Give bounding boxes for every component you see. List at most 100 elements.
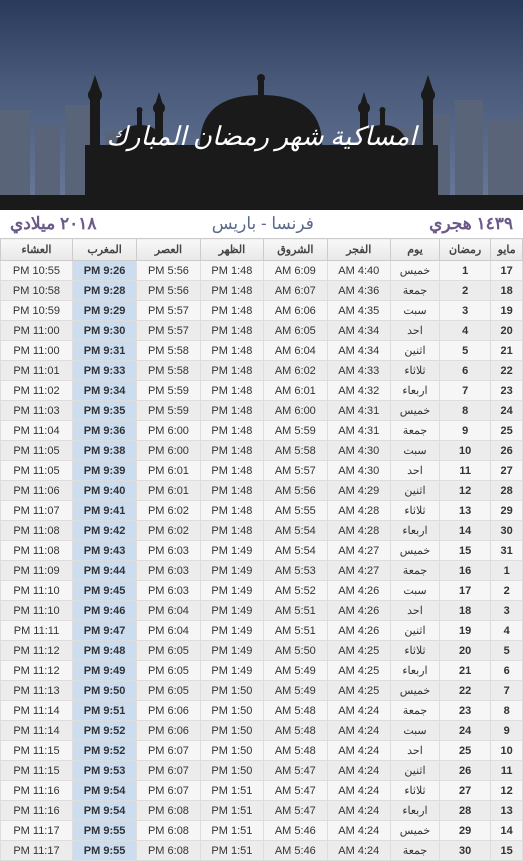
- table-cell: خميس: [390, 821, 439, 841]
- table-cell: 1:48 PM: [200, 481, 263, 501]
- table-cell: 5: [439, 341, 490, 361]
- table-row: 3115خميس4:27 AM5:54 AM1:49 PM6:03 PM9:43…: [1, 541, 523, 561]
- table-cell: 5:47 AM: [264, 801, 327, 821]
- table-cell: 1:48 PM: [200, 421, 263, 441]
- table-row: 259جمعة4:31 AM5:59 AM1:48 PM6:00 PM9:36 …: [1, 421, 523, 441]
- table-cell: 11:14 PM: [1, 701, 73, 721]
- table-cell: اربعاء: [390, 381, 439, 401]
- table-cell: 5:49 AM: [264, 681, 327, 701]
- table-cell: 6:03 PM: [137, 541, 200, 561]
- table-cell: 5:57 AM: [264, 461, 327, 481]
- table-cell: 5:48 AM: [264, 721, 327, 741]
- table-cell: 9:53 PM: [72, 761, 136, 781]
- table-cell: 29: [491, 501, 523, 521]
- table-cell: 11:06 PM: [1, 481, 73, 501]
- table-cell: 9:50 PM: [72, 681, 136, 701]
- table-cell: 29: [439, 821, 490, 841]
- table-cell: 6:08 PM: [137, 821, 200, 841]
- table-cell: 5:58 AM: [264, 441, 327, 461]
- table-cell: اثنين: [390, 621, 439, 641]
- gregorian-year: ٢٠١٨ ميلادي: [10, 214, 97, 234]
- table-cell: خميس: [390, 261, 439, 281]
- table-cell: 10:59 PM: [1, 301, 73, 321]
- table-cell: 5:57 PM: [137, 301, 200, 321]
- table-cell: 13: [491, 801, 523, 821]
- table-cell: 1:49 PM: [200, 561, 263, 581]
- table-cell: 27: [439, 781, 490, 801]
- table-cell: 11: [439, 461, 490, 481]
- table-row: 215اثنين4:34 AM6:04 AM1:48 PM5:58 PM9:31…: [1, 341, 523, 361]
- table-row: 226ثلاثاء4:33 AM6:02 AM1:48 PM5:58 PM9:3…: [1, 361, 523, 381]
- header: امساكية شهر رمضان المبارك: [0, 0, 523, 210]
- table-body: 171خميس4:40 AM6:09 AM1:48 PM5:56 PM9:26 …: [1, 261, 523, 861]
- table-row: 193سبت4:35 AM6:06 AM1:48 PM5:57 PM9:29 P…: [1, 301, 523, 321]
- table-row: 823جمعة4:24 AM5:48 AM1:50 PM6:06 PM9:51 …: [1, 701, 523, 721]
- table-cell: 5:59 PM: [137, 401, 200, 421]
- table-cell: 5:47 AM: [264, 781, 327, 801]
- table-cell: 4:24 AM: [327, 821, 390, 841]
- table-cell: 1:50 PM: [200, 681, 263, 701]
- table-cell: 7: [439, 381, 490, 401]
- col-header: مايو: [491, 239, 523, 261]
- table-cell: احد: [390, 461, 439, 481]
- table-cell: 1:49 PM: [200, 601, 263, 621]
- table-cell: 1:50 PM: [200, 741, 263, 761]
- table-cell: 9:49 PM: [72, 661, 136, 681]
- table-cell: 1:48 PM: [200, 521, 263, 541]
- table-row: 318احد4:26 AM5:51 AM1:49 PM6:04 PM9:46 P…: [1, 601, 523, 621]
- table-cell: 9: [491, 721, 523, 741]
- table-cell: 6:02 PM: [137, 501, 200, 521]
- table-cell: 9:35 PM: [72, 401, 136, 421]
- table-cell: اثنين: [390, 761, 439, 781]
- table-cell: 25: [491, 421, 523, 441]
- table-row: 2812اثنين4:29 AM5:56 AM1:48 PM6:01 PM9:4…: [1, 481, 523, 501]
- table-cell: 9:48 PM: [72, 641, 136, 661]
- table-cell: 2: [491, 581, 523, 601]
- table-cell: 4: [439, 321, 490, 341]
- table-cell: 4:24 AM: [327, 741, 390, 761]
- table-cell: 5:46 AM: [264, 841, 327, 861]
- table-row: 1328اربعاء4:24 AM5:47 AM1:51 PM6:08 PM9:…: [1, 801, 523, 821]
- table-cell: 4:31 AM: [327, 401, 390, 421]
- table-row: 924سبت4:24 AM5:48 AM1:50 PM6:06 PM9:52 P…: [1, 721, 523, 741]
- table-row: 248خميس4:31 AM6:00 AM1:48 PM5:59 PM9:35 …: [1, 401, 523, 421]
- table-row: 1429خميس4:24 AM5:46 AM1:51 PM6:08 PM9:55…: [1, 821, 523, 841]
- hijri-year: ١٤٣٩ هجري: [429, 214, 513, 234]
- table-cell: 1:48 PM: [200, 261, 263, 281]
- table-cell: 4:25 AM: [327, 681, 390, 701]
- table-cell: اثنين: [390, 481, 439, 501]
- table-cell: 13: [439, 501, 490, 521]
- table-cell: 11:01 PM: [1, 361, 73, 381]
- table-cell: 6:01 AM: [264, 381, 327, 401]
- table-row: 2913ثلاثاء4:28 AM5:55 AM1:48 PM6:02 PM9:…: [1, 501, 523, 521]
- table-cell: 6:06 PM: [137, 721, 200, 741]
- table-cell: 19: [491, 301, 523, 321]
- table-cell: 7: [491, 681, 523, 701]
- table-cell: جمعة: [390, 841, 439, 861]
- table-cell: 1:50 PM: [200, 761, 263, 781]
- table-cell: 21: [439, 661, 490, 681]
- table-cell: 1:51 PM: [200, 801, 263, 821]
- table-cell: 9:36 PM: [72, 421, 136, 441]
- table-cell: 11:03 PM: [1, 401, 73, 421]
- table-cell: 4:24 AM: [327, 781, 390, 801]
- table-cell: 4:29 AM: [327, 481, 390, 501]
- table-row: 2711احد4:30 AM5:57 AM1:48 PM6:01 PM9:39 …: [1, 461, 523, 481]
- table-cell: خميس: [390, 401, 439, 421]
- table-cell: 6:07 AM: [264, 281, 327, 301]
- table-cell: 4:28 AM: [327, 501, 390, 521]
- table-cell: 12: [491, 781, 523, 801]
- table-cell: اثنين: [390, 341, 439, 361]
- table-row: 722خميس4:25 AM5:49 AM1:50 PM6:05 PM9:50 …: [1, 681, 523, 701]
- table-cell: 6:04 PM: [137, 601, 200, 621]
- table-cell: 1:51 PM: [200, 841, 263, 861]
- table-cell: ثلاثاء: [390, 641, 439, 661]
- prayer-times-table: مايورمضانيومالفجرالشروقالظهرالعصرالمغربا…: [0, 238, 523, 861]
- table-cell: 20: [439, 641, 490, 661]
- table-cell: 5:46 AM: [264, 821, 327, 841]
- table-cell: 6:03 PM: [137, 561, 200, 581]
- table-cell: 6:08 PM: [137, 841, 200, 861]
- table-cell: 11: [491, 761, 523, 781]
- table-cell: 11:14 PM: [1, 721, 73, 741]
- table-cell: 9:55 PM: [72, 841, 136, 861]
